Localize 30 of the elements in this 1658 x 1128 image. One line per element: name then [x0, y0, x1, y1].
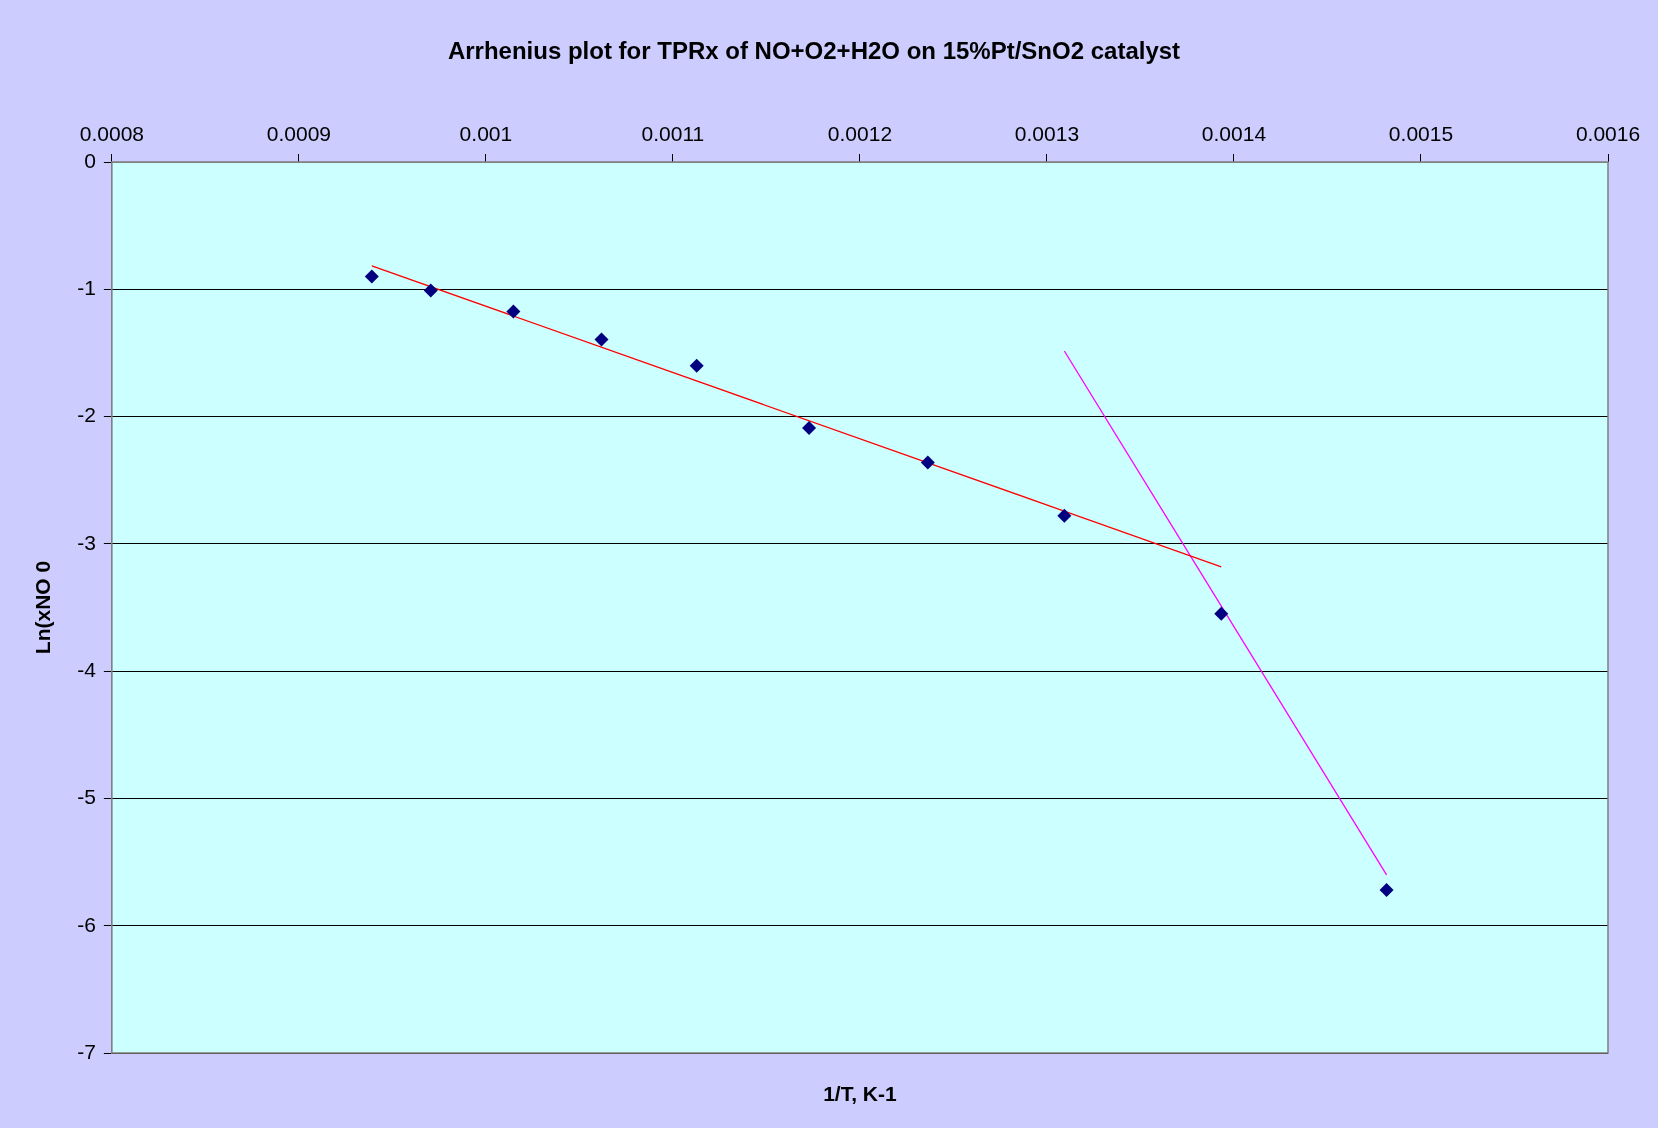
point — [920, 455, 935, 470]
point — [802, 421, 817, 436]
y-tick-label: -1 — [77, 276, 96, 300]
point — [423, 283, 438, 298]
x-tick-label: 0.0009 — [266, 122, 332, 146]
point — [1214, 606, 1229, 621]
y-tick-label: -5 — [77, 785, 96, 809]
y-tick-label: -3 — [77, 530, 96, 554]
point — [594, 332, 609, 347]
y-tick-label: -2 — [77, 403, 96, 427]
point — [506, 304, 521, 319]
point — [1379, 883, 1394, 898]
y-tick-label: -6 — [77, 912, 96, 936]
point — [364, 269, 379, 284]
y-tick-label: -4 — [77, 657, 97, 681]
x-tick-label: 0.0012 — [827, 122, 893, 146]
x-axis-title: 1/T, K-1 — [823, 1081, 898, 1105]
y-axis-title: Ln(xNO 0 — [31, 560, 55, 655]
x-tick-label: 0.0016 — [1575, 122, 1641, 146]
chart-title: Arrhenius plot for TPRx of NO+O2+H2O on 15%Pt/SnO2 catalyst — [447, 37, 1181, 65]
x-tick-label: 0.0011 — [641, 122, 705, 146]
x-tick-label: 0.0013 — [1014, 122, 1080, 146]
point — [689, 358, 704, 373]
y-tick-label: 0 — [84, 148, 96, 172]
x-tick-label: 0.0008 — [79, 122, 144, 146]
x-tick-label: 0.001 — [459, 122, 513, 146]
point — [1057, 508, 1072, 523]
x-tick-label: 0.0014 — [1201, 122, 1267, 146]
x-tick-label: 0.0015 — [1388, 122, 1454, 146]
y-tick-label: -7 — [77, 1039, 96, 1063]
